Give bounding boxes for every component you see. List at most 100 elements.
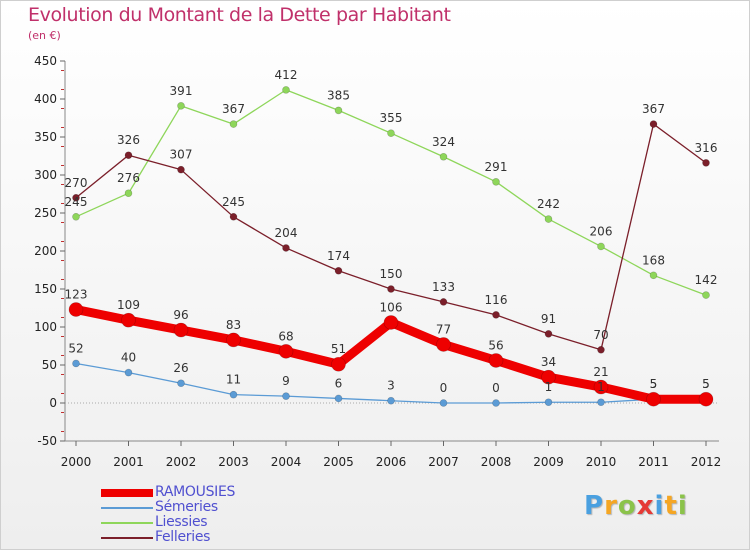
data-label: 150 [380, 267, 403, 281]
x-tick-label: 2011 [638, 455, 669, 469]
data-label: 168 [642, 253, 665, 267]
data-point [72, 213, 80, 221]
x-tick-label: 2000 [61, 455, 92, 469]
data-point [229, 213, 238, 221]
x-tick-label: 2012 [691, 455, 722, 469]
data-label: 116 [485, 293, 508, 307]
data-point [593, 379, 609, 395]
data-label: 52 [68, 341, 83, 355]
series-liessies [72, 86, 710, 299]
data-point [597, 345, 605, 354]
legend-swatch [101, 521, 153, 524]
data-label: 367 [222, 102, 245, 116]
data-point [492, 178, 500, 186]
data-point [597, 398, 605, 407]
data-label: 40 [121, 351, 136, 365]
data-label: 391 [170, 84, 193, 98]
data-label: 1 [597, 380, 605, 394]
data-point [229, 120, 238, 128]
y-tick-label: 300 [34, 168, 57, 182]
x-tick-label: 2008 [481, 455, 512, 469]
data-point [278, 344, 294, 359]
data-point [702, 159, 710, 167]
data-label: 276 [117, 171, 140, 185]
data-point [702, 291, 710, 299]
data-point [488, 353, 504, 368]
data-label: 11 [226, 373, 241, 387]
x-tick-label: 2003 [218, 455, 249, 469]
data-point [68, 302, 84, 317]
data-labels: 2452763913674123853553242912422061681422… [65, 68, 718, 395]
data-point [72, 194, 80, 202]
data-point [334, 394, 343, 403]
chart-subtitle: (en €) [28, 29, 61, 42]
x-tick-label: 2006 [376, 455, 407, 469]
data-label: 270 [65, 176, 88, 190]
data-point [439, 298, 448, 306]
y-tick-label: -50 [37, 434, 57, 448]
data-point [387, 129, 395, 137]
series-felleries [72, 120, 710, 354]
data-point [334, 266, 343, 275]
data-point [282, 86, 290, 94]
data-label: 1 [545, 380, 553, 394]
legend-label: RAMOUSIES [155, 484, 236, 500]
chart-title: Evolution du Montant de la Dette par Hab… [28, 4, 451, 26]
data-label: 26 [173, 361, 188, 375]
data-label: 77 [436, 322, 451, 336]
logo-letter: r [604, 491, 618, 521]
legend-item: RAMOUSIES [101, 485, 401, 500]
proxiti-logo: Proxiti [584, 491, 688, 521]
y-tick-label: 400 [34, 92, 57, 106]
data-point [649, 271, 658, 280]
data-point [492, 311, 500, 319]
y-tick-label: 450 [34, 54, 57, 68]
legend-label: Liessies [155, 514, 208, 530]
data-label: 91 [541, 312, 556, 326]
data-point [334, 106, 343, 115]
data-label: 174 [327, 249, 350, 263]
data-label: 242 [537, 197, 560, 211]
data-label: 5 [650, 377, 658, 391]
series-ramousies [68, 302, 714, 407]
data-point [229, 390, 238, 399]
data-point [541, 369, 556, 385]
data-point [282, 244, 290, 252]
logo-letter: P [584, 491, 605, 521]
legend-label: Sémeries [155, 499, 218, 515]
data-label: 21 [593, 365, 608, 379]
data-point [387, 396, 395, 405]
x-tick-label: 2001 [113, 455, 144, 469]
data-label: 83 [226, 318, 241, 332]
x-tick-label: 2005 [323, 455, 354, 469]
data-point [544, 398, 553, 407]
x-tick-label: 2009 [533, 455, 564, 469]
data-label: 0 [440, 381, 448, 395]
series-s-meries [72, 359, 710, 407]
y-tick-label: 100 [34, 320, 57, 334]
data-label: 34 [541, 355, 556, 369]
data-point [597, 242, 605, 251]
data-point [492, 399, 500, 407]
logo-letter: x [636, 491, 655, 521]
y-tick-label: 0 [49, 396, 57, 410]
data-point [177, 102, 185, 110]
logo-letter: t [664, 491, 678, 521]
data-label: 326 [117, 133, 140, 147]
logo-letter: i [677, 491, 688, 521]
data-label: 70 [593, 328, 608, 342]
y-tick-label: 200 [34, 244, 57, 258]
x-tick-label: 2004 [271, 455, 302, 469]
data-point [177, 165, 185, 174]
data-point [439, 152, 448, 161]
data-label: 412 [275, 68, 298, 82]
data-label: 106 [380, 300, 403, 314]
legend-item: Sémeries [101, 500, 401, 515]
logo-letter: o [617, 491, 637, 521]
series-layer [68, 86, 714, 407]
data-label: 5 [702, 377, 710, 391]
data-point [121, 312, 136, 328]
